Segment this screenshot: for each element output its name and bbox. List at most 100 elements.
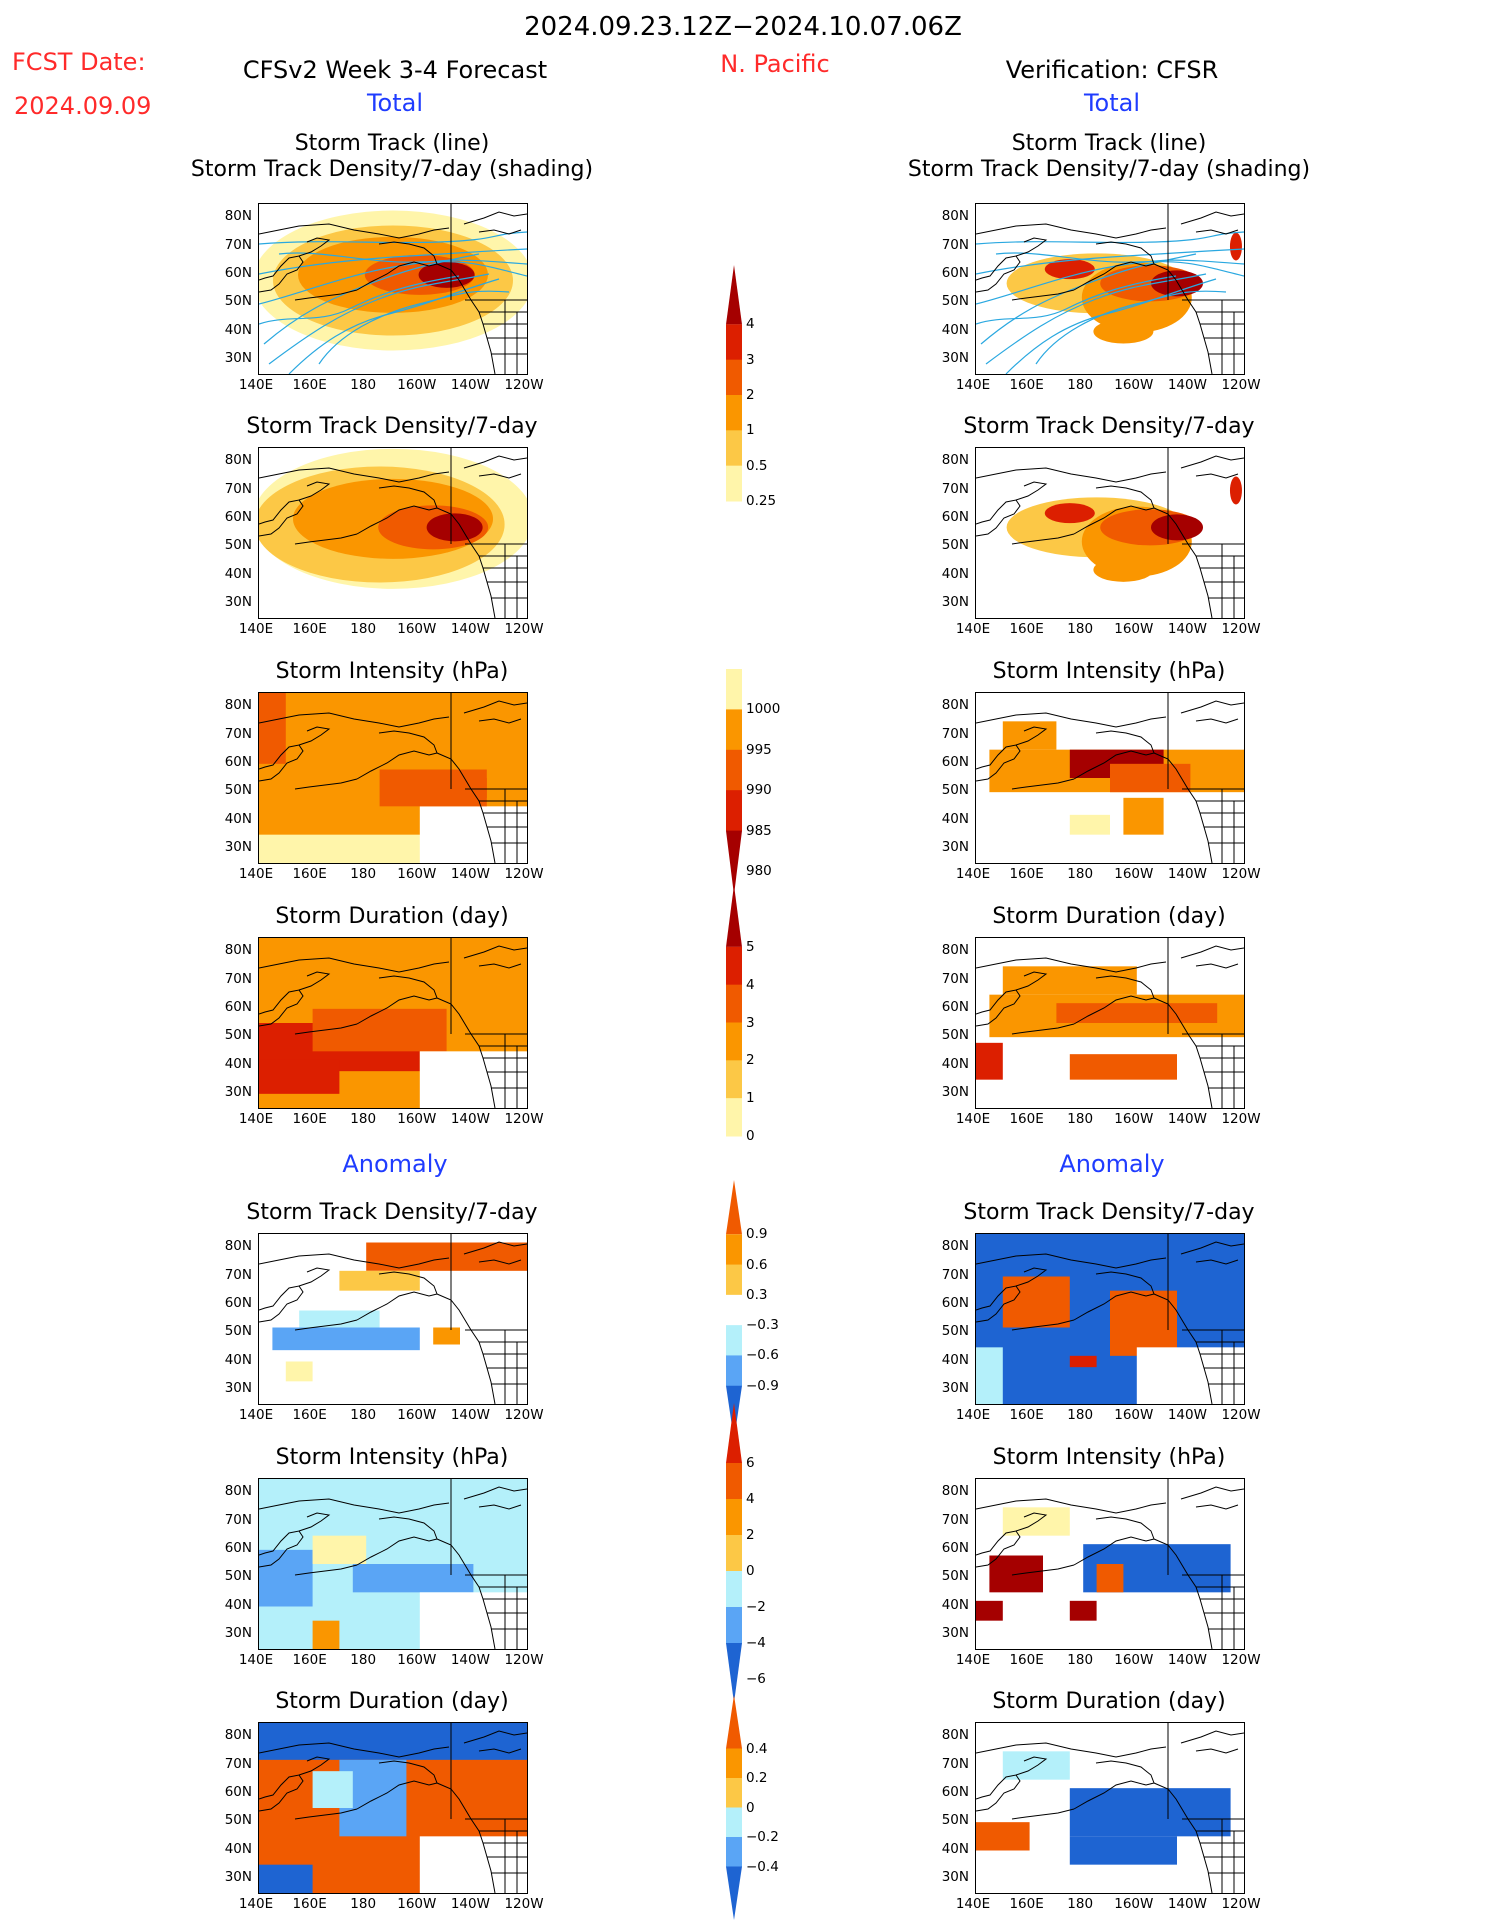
- y-tick-label: 40N: [224, 1055, 252, 1072]
- x-tick-label: 140E: [955, 1407, 991, 1423]
- coastline: [1153, 263, 1213, 374]
- y-tick-label: 80N: [224, 452, 252, 469]
- colorbar-swatch: [726, 984, 742, 1023]
- x-tick-label: 140W: [450, 1407, 490, 1423]
- storm-track-line: [985, 273, 1207, 365]
- colorbar-swatch: [726, 1060, 742, 1099]
- coastline: [1180, 700, 1244, 724]
- x-tick-label: 160E: [1009, 1652, 1044, 1668]
- coastline: [259, 255, 304, 293]
- storm-track-line: [1035, 290, 1227, 365]
- x-tick-label: 160E: [1009, 1407, 1044, 1423]
- map-panel-fcst_total_density: [258, 447, 528, 619]
- x-tick-label: 140W: [1167, 621, 1207, 637]
- x-tick-label: 120W: [504, 1407, 544, 1423]
- field-cell: [259, 693, 286, 764]
- x-tick-label: 120W: [504, 1111, 544, 1127]
- y-tick-label: 80N: [224, 942, 252, 959]
- field-cell: [1002, 966, 1137, 995]
- map-field: [259, 204, 527, 374]
- y-tick-label: 30N: [224, 838, 252, 855]
- coastline: [976, 1498, 1167, 1514]
- field-cell: [1110, 1290, 1177, 1356]
- map-field: [976, 693, 1244, 863]
- coastline: [1011, 778, 1075, 790]
- field-blob: [1229, 232, 1242, 261]
- y-tick-label: 30N: [224, 1624, 252, 1641]
- coastline: [356, 241, 438, 291]
- coastline: [1073, 241, 1155, 291]
- x-tick-label: 160W: [1114, 1407, 1154, 1423]
- x-tick-label: 160E: [292, 866, 327, 882]
- y-tick-label: 70N: [941, 1266, 969, 1283]
- coastline: [976, 1530, 1021, 1568]
- colorbar-swatch: [726, 790, 742, 832]
- map-field: [976, 1234, 1244, 1404]
- colorbar-label: 0.4: [746, 1740, 768, 1757]
- field-blob: [1093, 319, 1154, 344]
- y-tick-label: 50N: [941, 1568, 969, 1585]
- storm-track-line: [259, 275, 460, 325]
- panel-title: Storm Intensity (hPa): [275, 1445, 509, 1470]
- map-panel-fcst_total_intensity: [258, 692, 528, 864]
- colorbar-label: −4: [746, 1635, 766, 1651]
- x-tick-label: 160W: [1114, 1652, 1154, 1668]
- x-tick-label: 140E: [955, 377, 991, 393]
- colorbar-swatch: [726, 669, 742, 710]
- field-cell: [1056, 1003, 1218, 1023]
- x-tick-label: 120W: [1221, 1407, 1261, 1423]
- coastline: [294, 1319, 358, 1331]
- x-tick-label: 140E: [955, 866, 991, 882]
- y-tick-label: 80N: [941, 1483, 969, 1500]
- field-cell: [419, 1836, 527, 1893]
- coastline: [976, 744, 1021, 782]
- colorbar-swatch: [726, 1325, 742, 1356]
- coastline: [259, 1285, 304, 1323]
- x-tick-label: 140E: [955, 1111, 991, 1127]
- coastline: [298, 971, 331, 991]
- panel-title: Storm Intensity (hPa): [275, 659, 509, 684]
- field-cell: [259, 1864, 313, 1893]
- coastline: [1153, 507, 1213, 618]
- colorbar-label: 6: [746, 1455, 755, 1471]
- map-panel-cfsr_total_duration: [975, 937, 1245, 1109]
- x-tick-label: 180: [350, 1111, 377, 1127]
- field-blob: [1044, 503, 1095, 524]
- map-panel-cfsr_anom_density: [975, 1233, 1245, 1405]
- y-tick-label: 70N: [941, 236, 969, 253]
- y-tick-label: 60N: [941, 1539, 969, 1556]
- panel-subtitle: Storm Track Density/7-day (shading): [907, 157, 1311, 182]
- x-tick-label: 120W: [1221, 377, 1261, 393]
- colorbar-label: 0.5: [746, 457, 768, 474]
- y-tick-label: 50N: [941, 1323, 969, 1340]
- x-tick-label: 140W: [1167, 377, 1207, 393]
- coastline: [436, 1293, 496, 1404]
- y-tick-label: 80N: [224, 697, 252, 714]
- coastline: [976, 255, 1021, 293]
- coastline: [463, 1486, 527, 1510]
- x-tick-label: 160W: [1114, 1896, 1154, 1912]
- y-tick-label: 30N: [941, 1624, 969, 1641]
- coastline: [1153, 1293, 1213, 1404]
- colorbar-label: 985: [746, 822, 772, 839]
- colorbar-label: −2: [746, 1599, 766, 1615]
- y-tick-label: 70N: [224, 236, 252, 253]
- x-tick-label: 180: [1067, 621, 1094, 637]
- y-tick-label: 40N: [941, 810, 969, 827]
- coastline: [1153, 997, 1213, 1108]
- map-panel-cfsr_total_density: [975, 447, 1245, 619]
- y-tick-label: 40N: [224, 1596, 252, 1613]
- x-tick-label: 140W: [1167, 866, 1207, 882]
- y-tick-label: 50N: [224, 782, 252, 799]
- panel-title: Storm Track Density/7-day: [246, 414, 538, 439]
- field-cell: [419, 1592, 527, 1649]
- region-label: N. Pacific: [720, 50, 830, 78]
- x-tick-label: 140W: [1167, 1652, 1207, 1668]
- coastline: [450, 1723, 527, 1893]
- y-tick-label: 70N: [224, 480, 252, 497]
- field-blob: [1151, 270, 1203, 297]
- coastline: [298, 1267, 331, 1287]
- coastline: [259, 957, 450, 973]
- coastline: [463, 945, 527, 969]
- y-tick-label: 50N: [224, 537, 252, 554]
